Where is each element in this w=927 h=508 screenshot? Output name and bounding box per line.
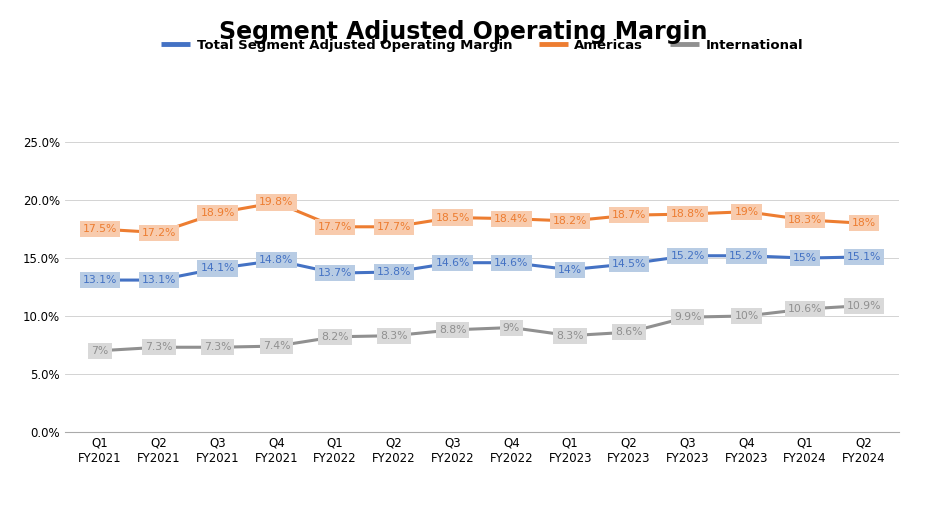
Text: 7.3%: 7.3% xyxy=(146,342,172,352)
Legend: Total Segment Adjusted Operating Margin, Americas, International: Total Segment Adjusted Operating Margin,… xyxy=(161,39,803,52)
Text: 18.4%: 18.4% xyxy=(494,214,528,224)
Text: 14.6%: 14.6% xyxy=(494,258,528,268)
Text: 18.3%: 18.3% xyxy=(788,215,822,225)
Text: Segment Adjusted Operating Margin: Segment Adjusted Operating Margin xyxy=(220,20,707,44)
Text: 10%: 10% xyxy=(734,311,758,321)
Text: 8.8%: 8.8% xyxy=(438,325,466,335)
Text: 14.1%: 14.1% xyxy=(200,264,235,273)
Text: 13.8%: 13.8% xyxy=(376,267,411,277)
Text: 17.7%: 17.7% xyxy=(376,222,411,232)
Text: 18.2%: 18.2% xyxy=(553,216,588,226)
Text: 15.1%: 15.1% xyxy=(846,252,882,262)
Text: 13.1%: 13.1% xyxy=(83,275,118,285)
Text: 19.8%: 19.8% xyxy=(260,198,294,207)
Text: 8.2%: 8.2% xyxy=(322,332,349,342)
Text: 18.7%: 18.7% xyxy=(612,210,646,220)
Text: 8.3%: 8.3% xyxy=(380,331,408,341)
Text: 14.5%: 14.5% xyxy=(612,259,646,269)
Text: 18%: 18% xyxy=(852,218,876,228)
Text: 15.2%: 15.2% xyxy=(670,251,705,261)
Text: 8.6%: 8.6% xyxy=(616,327,642,337)
Text: 13.1%: 13.1% xyxy=(142,275,176,285)
Text: 18.5%: 18.5% xyxy=(436,212,470,223)
Text: 14.6%: 14.6% xyxy=(436,258,470,268)
Text: 14%: 14% xyxy=(558,265,582,275)
Text: 10.9%: 10.9% xyxy=(846,301,882,310)
Text: 9.9%: 9.9% xyxy=(674,312,702,322)
Text: 18.8%: 18.8% xyxy=(670,209,705,219)
Text: 17.2%: 17.2% xyxy=(142,228,176,238)
Text: 8.3%: 8.3% xyxy=(556,331,584,341)
Text: 18.9%: 18.9% xyxy=(200,208,235,218)
Text: 19%: 19% xyxy=(734,207,758,217)
Text: 17.5%: 17.5% xyxy=(83,224,118,234)
Text: 9%: 9% xyxy=(502,323,520,333)
Text: 7%: 7% xyxy=(92,346,108,356)
Text: 7.4%: 7.4% xyxy=(262,341,290,351)
Text: 15%: 15% xyxy=(794,253,818,263)
Text: 14.8%: 14.8% xyxy=(260,256,294,265)
Text: 17.7%: 17.7% xyxy=(318,222,352,232)
Text: 7.3%: 7.3% xyxy=(204,342,232,352)
Text: 15.2%: 15.2% xyxy=(730,251,764,261)
Text: 13.7%: 13.7% xyxy=(318,268,352,278)
Text: 10.6%: 10.6% xyxy=(788,304,822,314)
